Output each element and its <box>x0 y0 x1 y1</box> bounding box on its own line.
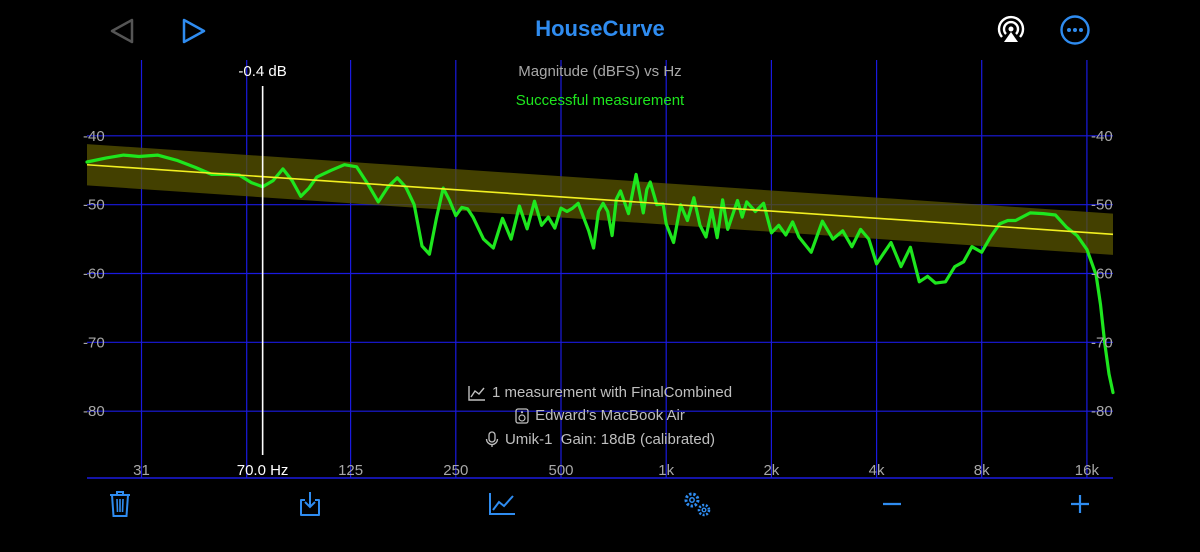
target-line-layer <box>86 163 1114 236</box>
airplay-icon <box>997 15 1025 42</box>
y-axis-ticks: -40 -40 -50 -50 -60 -60 -70 -70 -80 -80 <box>83 128 1113 420</box>
y-tick-label-right: -40 <box>1091 128 1113 145</box>
magnitude-plot[interactable]: -40 -40 -50 -50 -60 -60 -70 -70 -80 -80 31 125 250 5… <box>0 0 1200 480</box>
grid <box>87 60 1113 479</box>
measurement-info: 1 measurement with FinalCombined <box>0 384 1200 401</box>
plus-icon <box>1071 495 1089 513</box>
minus-icon <box>883 502 901 506</box>
play-button[interactable] <box>176 12 212 48</box>
y-tick-label-right: -70 <box>1091 334 1113 351</box>
x-tick-label: 250 <box>443 462 468 479</box>
y-tick-label-left: -80 <box>83 403 105 420</box>
gears-icon <box>684 492 711 517</box>
measurement-count: 1 measurement with FinalCombined <box>491 384 733 401</box>
microphone-icon <box>485 431 499 447</box>
device-name: Edward’s MacBook Air <box>535 407 685 424</box>
chart-line-icon <box>489 493 515 515</box>
trash-icon <box>110 491 130 517</box>
zoom-out-button[interactable] <box>870 484 914 524</box>
cursor-frequency-readout: 70.0 Hz <box>237 462 289 479</box>
device-info: Edward’s MacBook Air <box>0 407 1200 424</box>
settings-button[interactable] <box>675 484 719 524</box>
series-layer <box>85 153 1115 395</box>
delete-button[interactable] <box>98 484 142 524</box>
zoom-in-button[interactable] <box>1058 484 1102 524</box>
import-button[interactable] <box>288 484 332 524</box>
y-tick-label-right: -50 <box>1091 197 1113 214</box>
app-title: HouseCurve <box>535 16 665 41</box>
y-tick-label-left: -40 <box>83 128 105 145</box>
x-tick-label: 2k <box>763 462 779 479</box>
cursor-db-readout: -0.4 dB <box>238 63 286 80</box>
x-axis-ticks: 31 125 250 500 1k 2k 4k 8k 16k <box>133 462 1099 479</box>
x-tick-label: 4k <box>869 462 885 479</box>
bottom-toolbar <box>0 480 1200 552</box>
x-tick-label: 500 <box>548 462 573 479</box>
triangle-right-icon <box>182 18 206 44</box>
x-tick-label: 31 <box>133 462 150 479</box>
ellipsis-circle-icon <box>1060 15 1090 45</box>
plot-title: Magnitude (dBFS) vs Hz <box>518 63 681 80</box>
y-tick-label-left: -50 <box>83 197 105 214</box>
mic-details: Umik-1 Gain: 18dB (calibrated) <box>504 431 716 448</box>
x-tick-label: 8k <box>974 462 990 479</box>
measurement-status: Successful measurement <box>516 92 685 109</box>
y-tick-label-right: -60 <box>1091 266 1113 283</box>
chart-line-icon <box>468 385 485 401</box>
more-button[interactable] <box>1057 12 1093 48</box>
top-bar: HouseCurve <box>0 0 1200 60</box>
measurement-curve <box>85 153 1115 395</box>
back-button[interactable] <box>104 12 140 48</box>
mic-info: Umik-1 Gain: 18dB (calibrated) <box>0 431 1200 448</box>
y-tick-label-left: -70 <box>83 334 105 351</box>
speaker-icon <box>515 407 529 424</box>
chart-button[interactable] <box>480 484 524 524</box>
x-tick-label: 125 <box>338 462 363 479</box>
triangle-left-icon <box>110 18 134 44</box>
airplay-button[interactable] <box>993 12 1029 48</box>
y-tick-label-right: -80 <box>1091 403 1113 420</box>
y-tick-label-left: -60 <box>83 266 105 283</box>
x-tick-label: 16k <box>1075 462 1100 479</box>
target-curve-line <box>86 163 1114 236</box>
import-tray-icon <box>300 492 320 516</box>
x-tick-label: 1k <box>658 462 674 479</box>
